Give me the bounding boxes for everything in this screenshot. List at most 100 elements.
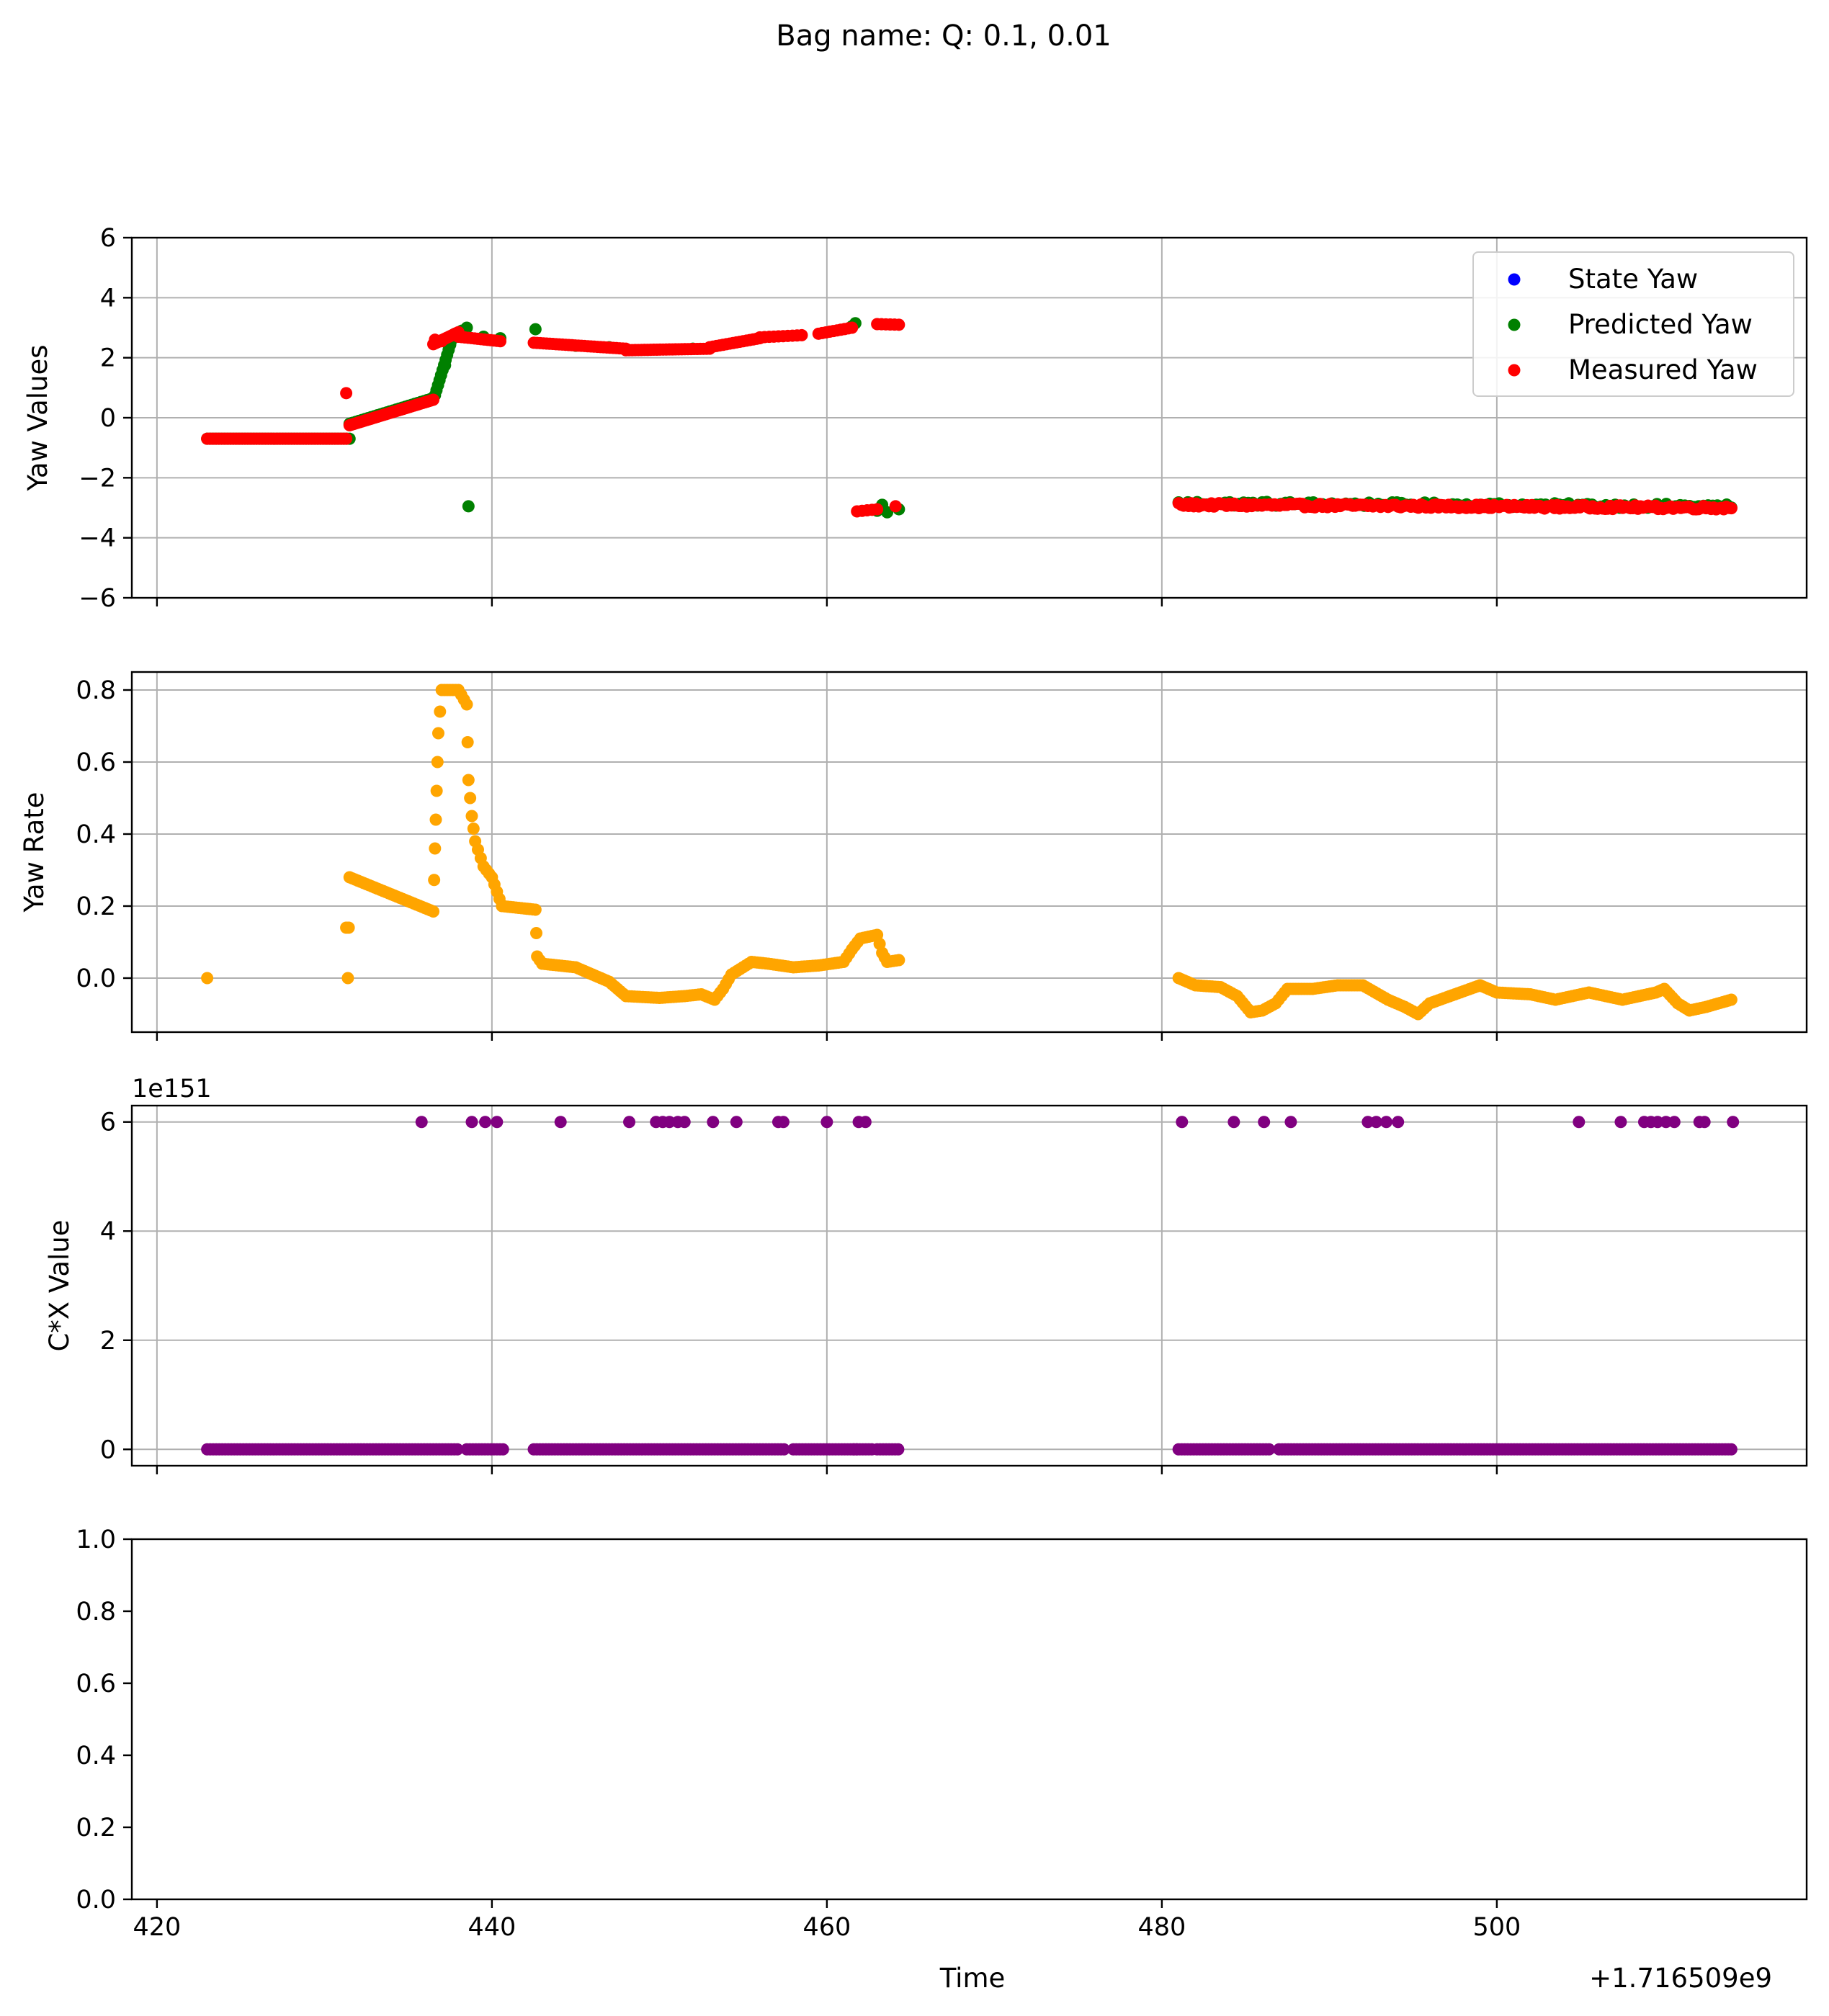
legend-marker <box>1508 318 1521 331</box>
data-point <box>434 705 447 718</box>
data-point <box>1725 993 1738 1006</box>
data-point <box>427 905 439 918</box>
data-point <box>1369 1116 1382 1129</box>
data-point <box>893 954 905 967</box>
y-tick-label: 4 <box>100 284 116 313</box>
data-point <box>892 1443 905 1456</box>
data-point <box>428 874 441 887</box>
legend-entry: Measured Yaw <box>1568 354 1758 385</box>
data-point <box>462 774 475 787</box>
legend-entry: Predicted Yaw <box>1568 309 1753 340</box>
data-point <box>554 1116 567 1129</box>
y-axis-label: C*X Value <box>44 1219 75 1351</box>
subplot-4: 420 440 460 480 500 0.0 0.2 0.4 0.6 0.8 1.0 <box>76 1526 1808 1942</box>
data-point <box>1227 1116 1240 1129</box>
series-measured-yaw <box>201 318 1738 518</box>
y-tick-label: 0.0 <box>76 1886 116 1914</box>
data-point <box>496 1443 509 1456</box>
data-point <box>1573 1116 1586 1129</box>
data-point <box>1660 1116 1673 1129</box>
data-point <box>1361 1116 1374 1129</box>
data-point <box>730 1116 743 1129</box>
y-tick-label: 0.4 <box>76 1742 116 1770</box>
y-axis-label: Yaw Values <box>22 344 53 491</box>
data-point <box>1698 1116 1711 1129</box>
data-point <box>859 1116 872 1129</box>
data-point <box>201 972 214 985</box>
data-point <box>451 1443 464 1456</box>
data-point <box>846 321 859 334</box>
data-point <box>427 393 439 406</box>
x-tick-label: 460 <box>802 1913 851 1942</box>
y-axis-label: Yaw Rate <box>19 792 50 913</box>
data-point <box>871 503 884 516</box>
y-tick-label: 0 <box>100 404 116 433</box>
data-point <box>889 500 902 513</box>
data-point <box>820 1116 833 1129</box>
data-point <box>494 335 506 348</box>
data-point <box>430 784 443 797</box>
y-tick-label: −6 <box>79 584 116 613</box>
x-tick-label: 480 <box>1137 1913 1186 1942</box>
data-point <box>431 756 444 769</box>
y-tick-label: 0.4 <box>76 820 116 849</box>
figure-title: Bag name: Q: 0.1, 0.01 <box>776 19 1111 53</box>
data-point <box>623 1116 636 1129</box>
y-tick-label: 0.0 <box>76 964 116 993</box>
x-axis-offset-text: +1.716509e9 <box>1589 1963 1772 1994</box>
data-point <box>529 903 542 916</box>
series-1 <box>201 684 1738 1021</box>
data-point <box>1176 1116 1189 1129</box>
data-point <box>1263 1443 1276 1456</box>
data-point <box>435 335 448 348</box>
data-point <box>1258 1116 1271 1129</box>
data-point <box>777 1116 790 1129</box>
y-tick-label: 0.8 <box>76 1598 116 1626</box>
y-tick-label: 0.8 <box>76 676 116 705</box>
legend: State Yaw Predicted Yaw Measured Yaw <box>1472 251 1794 397</box>
data-point <box>893 318 905 331</box>
axes-frame <box>130 671 1808 1034</box>
data-point <box>1725 502 1738 515</box>
data-point <box>1668 1116 1681 1129</box>
data-point <box>1727 1116 1740 1129</box>
data-point <box>467 823 480 835</box>
series-1 <box>201 1116 1740 1456</box>
data-point <box>462 500 475 513</box>
subplot-3: 0 2 4 6 C*X Value 1e151 <box>44 1075 1808 1474</box>
y-tick-label: 0.2 <box>76 1814 116 1842</box>
data-point <box>431 727 444 740</box>
x-tick-label: 500 <box>1472 1913 1521 1942</box>
data-point <box>465 1116 478 1129</box>
data-point <box>1284 1116 1297 1129</box>
data-point <box>707 1116 720 1129</box>
legend-marker <box>1508 364 1521 377</box>
data-point <box>464 792 477 805</box>
subplots: −6 −4 −2 0 2 4 6 Yaw Values State Yaw Predicted Y… <box>19 224 1808 1942</box>
data-point <box>479 1116 492 1129</box>
data-point <box>1392 1116 1405 1129</box>
legend-marker <box>1508 273 1521 286</box>
data-point <box>1379 1116 1392 1129</box>
data-point <box>415 1116 428 1129</box>
subplot-2: 0.0 0.2 0.4 0.6 0.8 Yaw Rate <box>19 671 1808 1041</box>
data-point <box>429 842 442 855</box>
data-point <box>491 1116 504 1129</box>
axes-frame <box>130 1104 1808 1467</box>
data-point <box>795 328 808 341</box>
data-point <box>341 972 354 985</box>
legend-entry: State Yaw <box>1568 264 1698 295</box>
x-tick-label: 420 <box>133 1913 181 1942</box>
y-tick-label: 2 <box>100 344 116 373</box>
y-tick-label: 2 <box>100 1327 116 1356</box>
data-point <box>1614 1116 1627 1129</box>
subplot-1: −6 −4 −2 0 2 4 6 Yaw Values State Yaw Predicted Y… <box>22 224 1808 613</box>
data-point <box>529 927 542 939</box>
axes-frame <box>130 1538 1808 1901</box>
data-point <box>340 387 353 400</box>
data-point <box>340 432 353 445</box>
data-point <box>461 736 474 748</box>
y-tick-label: 1.0 <box>76 1526 116 1554</box>
y-tick-label: −4 <box>79 524 116 553</box>
y-tick-label: 0.6 <box>76 748 116 777</box>
